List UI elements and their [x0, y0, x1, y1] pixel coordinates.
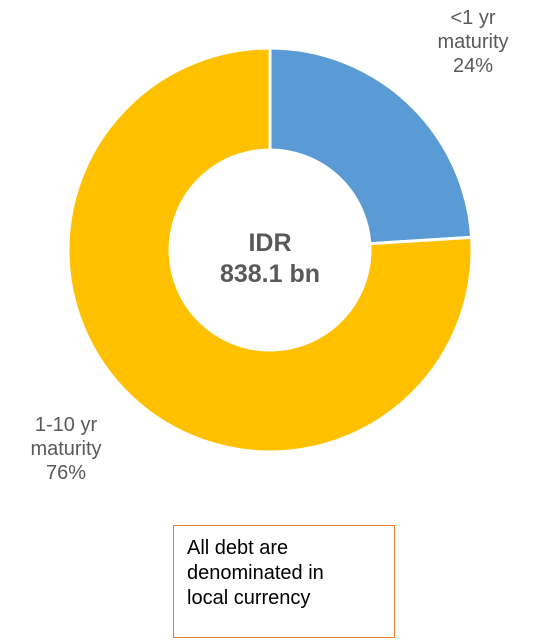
center-amount: 838.1 bn: [219, 260, 321, 288]
slice-label-line: maturity: [30, 438, 102, 460]
slice-label-percent: 24%: [452, 55, 494, 77]
slice-label-short-maturity: <1 yr maturity 24%: [428, 6, 518, 78]
note-box: All debt are denominated in local curren…: [173, 525, 395, 638]
note-line: local currency: [187, 587, 311, 609]
slice-long-maturity: [66, 46, 474, 454]
slice-label-line: <1 yr: [450, 7, 496, 29]
slice-label-line: 1-10 yr: [34, 414, 98, 436]
center-currency: IDR: [248, 229, 292, 257]
slice-label-long-maturity: 1-10 yr maturity 76%: [16, 413, 116, 485]
note-line: All debt are: [187, 537, 289, 559]
slice-label-percent: 76%: [45, 462, 87, 484]
slice-label-line: maturity: [437, 31, 509, 53]
slice-short-maturity: [268, 46, 474, 246]
donut-center-label: IDR 838.1 bn: [190, 228, 350, 290]
note-line: denominated in: [187, 562, 324, 584]
